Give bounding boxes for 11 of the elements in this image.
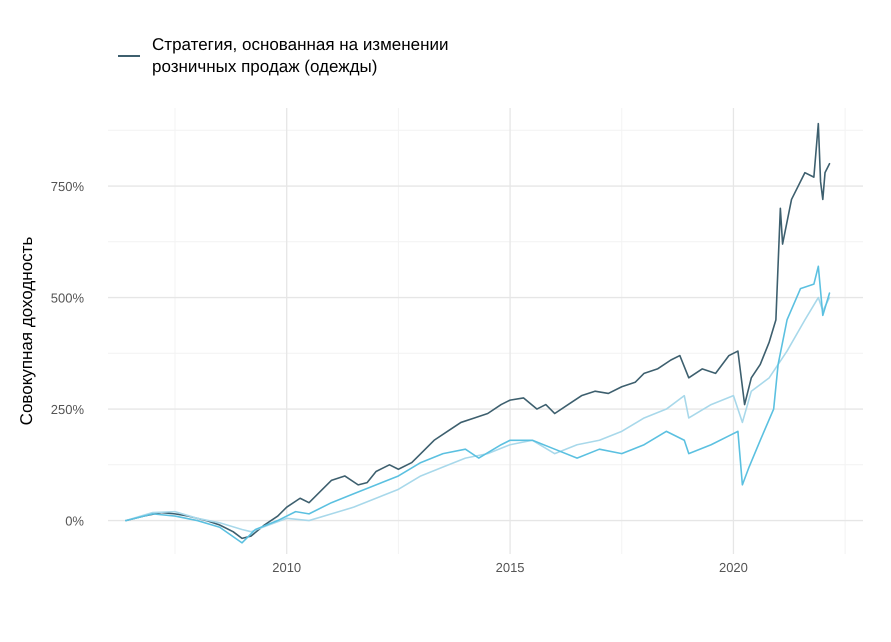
x-tick-label: 2020 [718, 560, 748, 575]
x-tick-label: 2010 [272, 560, 302, 575]
y-axis-title: Совокупная доходность [17, 236, 36, 426]
y-tick-label: 0% [65, 514, 84, 529]
x-tick-label: 2015 [496, 560, 525, 575]
y-tick-label: 250% [50, 402, 84, 418]
line-series [125, 266, 830, 544]
y-tick-label: 500% [50, 290, 84, 306]
legend-label: Стратегия, основанная на изменении розничных продаж (одежды) [152, 35, 448, 76]
line-series [125, 296, 830, 532]
y-tick-label: 750% [50, 179, 84, 194]
